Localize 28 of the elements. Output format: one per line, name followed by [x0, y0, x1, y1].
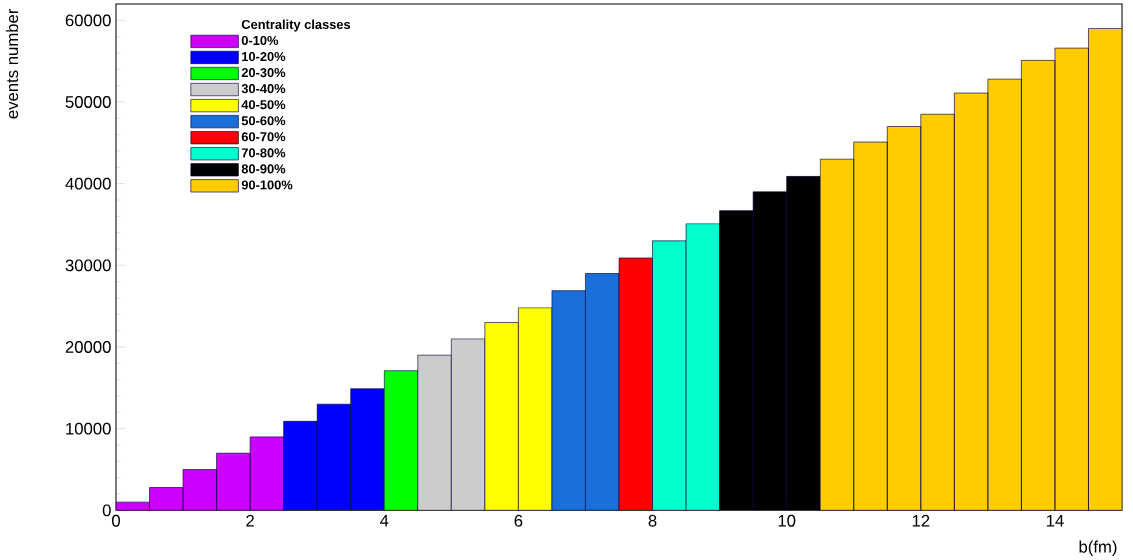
- y-tick-label: 60000: [65, 14, 111, 27]
- y-tick-label: 20000: [65, 340, 111, 353]
- legend-label: 60-70%: [241, 132, 286, 142]
- legend-label: 70-80%: [241, 148, 286, 158]
- legend-label: 0-10%: [241, 35, 279, 45]
- x-tick-label: 4: [379, 514, 389, 527]
- legend-label: 20-30%: [241, 67, 286, 77]
- y-tick-label: 0: [102, 504, 111, 517]
- y-tick-label: 50000: [65, 95, 111, 108]
- x-tick-label: 2: [246, 514, 254, 527]
- x-tick-label: 12: [912, 514, 930, 527]
- y-axis-title: events number: [5, 8, 19, 119]
- x-axis-title: b(fm): [1079, 540, 1117, 556]
- x-tick-label: 0: [111, 514, 120, 527]
- x-tick-label: 14: [1046, 514, 1064, 527]
- y-tick-label: 30000: [65, 259, 111, 272]
- y-tick-label: 40000: [65, 177, 111, 190]
- x-tick-label: 8: [648, 514, 657, 527]
- legend-label: 50-60%: [241, 115, 286, 126]
- legend-title: Centrality classes: [241, 19, 351, 32]
- x-tick-label: 6: [514, 514, 523, 527]
- y-tick-label: 10000: [66, 422, 111, 435]
- legend-label: 90-100%: [241, 180, 293, 190]
- x-tick-label: 10: [778, 514, 796, 527]
- legend-label: 80-90%: [241, 164, 286, 174]
- legend-label: 30-40%: [241, 83, 286, 93]
- legend-label: 40-50%: [241, 99, 286, 110]
- legend-label: 10-20%: [242, 51, 286, 61]
